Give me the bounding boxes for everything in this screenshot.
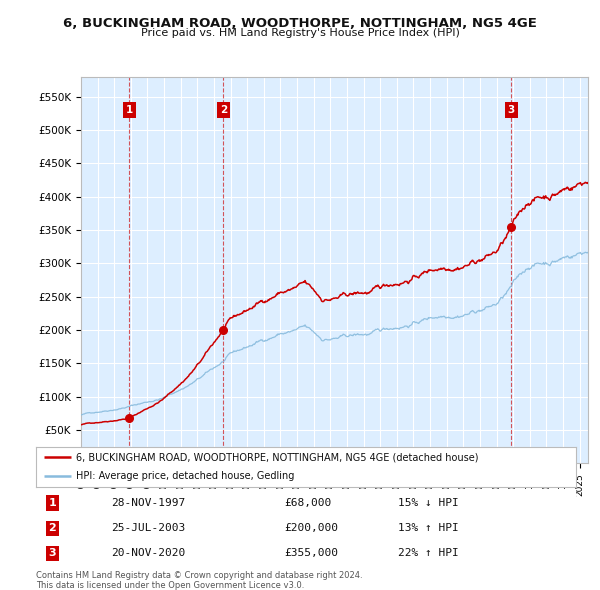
Text: 3: 3 [508,105,515,115]
Text: Contains HM Land Registry data © Crown copyright and database right 2024.
This d: Contains HM Land Registry data © Crown c… [36,571,362,590]
Text: 15% ↓ HPI: 15% ↓ HPI [398,498,458,508]
Text: HPI: Average price, detached house, Gedling: HPI: Average price, detached house, Gedl… [77,471,295,481]
Text: 1: 1 [126,105,133,115]
Text: 1: 1 [49,498,56,508]
Text: 6, BUCKINGHAM ROAD, WOODTHORPE, NOTTINGHAM, NG5 4GE (detached house): 6, BUCKINGHAM ROAD, WOODTHORPE, NOTTINGH… [77,453,479,463]
Text: 2: 2 [220,105,227,115]
Text: 2: 2 [49,523,56,533]
Text: £68,000: £68,000 [284,498,332,508]
Text: 6, BUCKINGHAM ROAD, WOODTHORPE, NOTTINGHAM, NG5 4GE: 6, BUCKINGHAM ROAD, WOODTHORPE, NOTTINGH… [63,17,537,30]
Text: 25-JUL-2003: 25-JUL-2003 [112,523,186,533]
Text: 22% ↑ HPI: 22% ↑ HPI [398,549,458,559]
Text: Price paid vs. HM Land Registry's House Price Index (HPI): Price paid vs. HM Land Registry's House … [140,28,460,38]
Text: 20-NOV-2020: 20-NOV-2020 [112,549,186,559]
Text: £200,000: £200,000 [284,523,338,533]
Text: 13% ↑ HPI: 13% ↑ HPI [398,523,458,533]
Text: 3: 3 [49,549,56,559]
Text: 28-NOV-1997: 28-NOV-1997 [112,498,186,508]
Text: £355,000: £355,000 [284,549,338,559]
